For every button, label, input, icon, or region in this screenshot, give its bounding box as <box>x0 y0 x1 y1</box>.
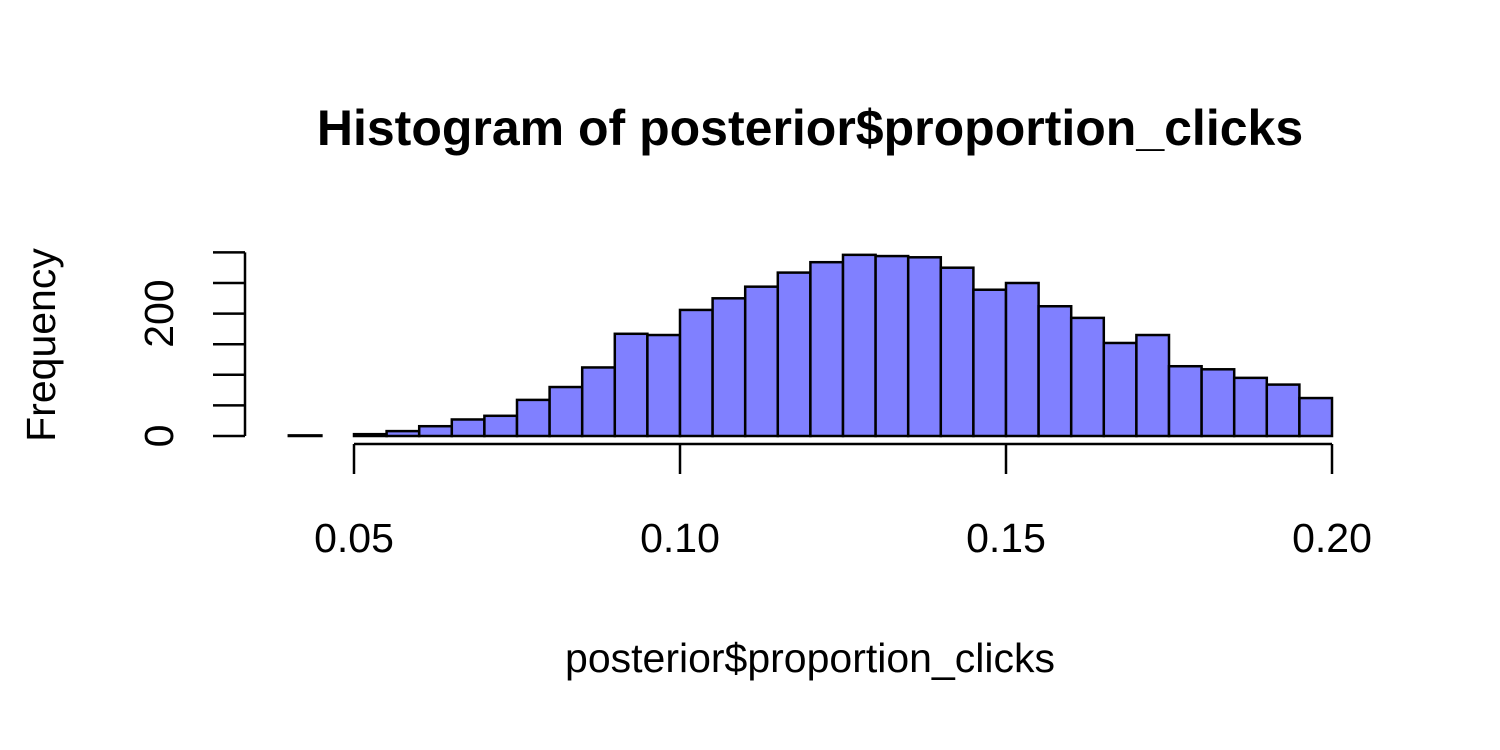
histogram-bar <box>580 366 617 438</box>
y-tick-label: 0 <box>136 425 182 448</box>
histogram-bar <box>939 266 975 438</box>
x-axis-label: posterior$proportion_clicks <box>565 635 1055 681</box>
histogram-bar <box>906 256 943 438</box>
histogram-bar <box>352 432 388 438</box>
x-tick-label: 0.20 <box>1292 515 1372 561</box>
histogram-bar <box>1200 368 1236 438</box>
histogram-bar <box>1167 364 1203 438</box>
histogram-bar <box>1069 316 1106 438</box>
histogram-bar <box>874 254 910 438</box>
y-axis: 0 200 <box>136 251 247 448</box>
histogram-bar <box>678 308 714 438</box>
histogram-bar <box>613 332 649 438</box>
histogram-bar <box>646 333 682 438</box>
histogram-bar <box>450 418 486 438</box>
y-axis-label: Frequency <box>18 248 64 442</box>
x-tick-label: 0.10 <box>640 515 720 561</box>
histogram-bar <box>1004 281 1040 438</box>
x-tick-label: 0.15 <box>966 515 1046 561</box>
x-tick-label: 0.05 <box>314 515 394 561</box>
histogram-bar <box>385 429 421 438</box>
bars-group <box>287 253 1334 438</box>
histogram-bar <box>548 385 584 438</box>
histogram-bar <box>809 260 845 438</box>
histogram-bar <box>1135 333 1171 438</box>
histogram-bar <box>515 398 551 438</box>
histogram-bar <box>743 285 780 438</box>
histogram-bar <box>1037 305 1073 438</box>
histogram-bar <box>972 288 1008 438</box>
histogram-bar <box>1265 383 1301 438</box>
chart-title: Histogram of posterior$proportion_clicks <box>317 100 1303 156</box>
histogram-bar <box>483 414 519 438</box>
histogram-bar <box>841 253 877 438</box>
x-axis: 0.05 0.10 0.15 0.20 <box>314 442 1372 561</box>
histogram-bar <box>417 424 454 438</box>
histogram-bar <box>1102 341 1138 438</box>
histogram-bar <box>1298 396 1334 438</box>
histogram-bar <box>1232 376 1269 438</box>
histogram-bar <box>711 297 747 438</box>
y-tick-label: 200 <box>136 279 182 347</box>
histogram-bar <box>776 271 812 438</box>
histogram-bar <box>287 434 323 438</box>
